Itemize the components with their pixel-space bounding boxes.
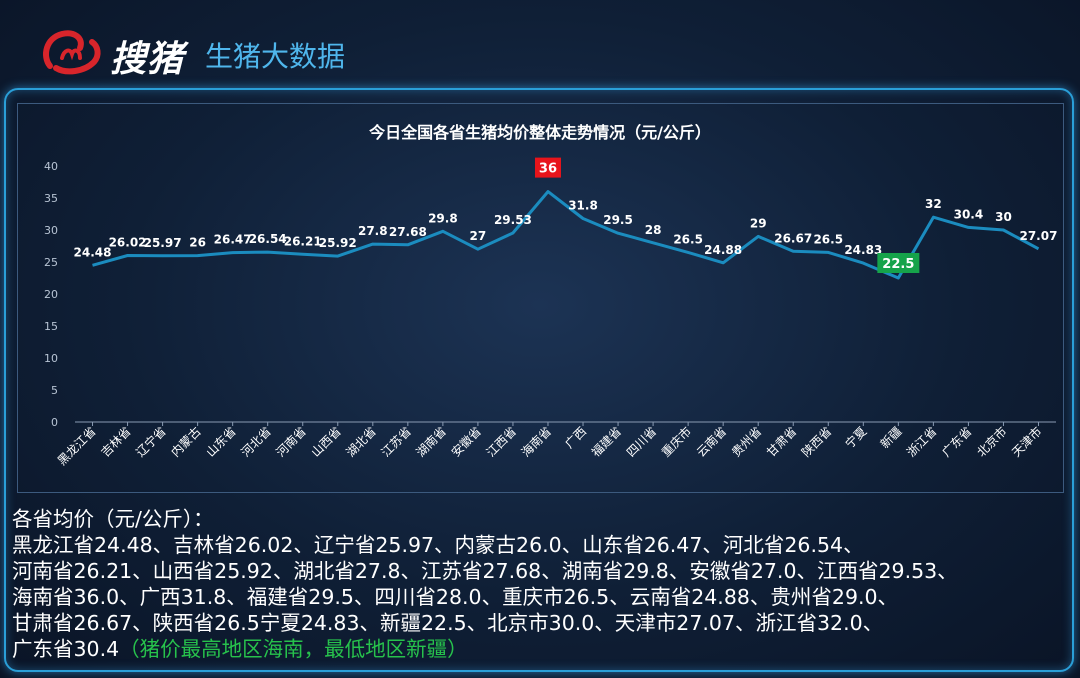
data-label: 30.4 (954, 207, 984, 221)
x-tick-label: 辽宁省 (133, 424, 169, 460)
chart-title: 今日全国各省生猪均价整体走势情况（元/公斤） (368, 123, 711, 142)
data-label: 24.48 (74, 245, 112, 259)
data-label: 29.53 (494, 213, 532, 227)
x-tick-label: 江苏省 (379, 424, 414, 459)
data-label: 28 (645, 223, 662, 237)
data-label: 29.8 (428, 211, 458, 225)
summary-heading: 各省均价（元/公斤）： (12, 507, 214, 531)
y-tick-label: 0 (51, 416, 58, 429)
x-tick-label: 甘肃省 (764, 424, 799, 459)
y-tick-label: 15 (44, 320, 58, 333)
y-tick-label: 40 (44, 160, 58, 173)
y-axis: 0 5 10 15 20 25 30 35 40 (44, 160, 58, 429)
content-frame (4, 88, 1074, 672)
summary-line: 河南省26.21、山西省25.92、湖北省27.8、江苏省27.68、湖南省29… (12, 559, 958, 583)
data-label: 25.92 (319, 236, 357, 250)
x-axis: 黑龙江省 吉林省 辽宁省 内蒙古 山东省 河北省 河南省 山西省 湖北省 江苏省 湖南省 安徽省 江西省… (55, 422, 1045, 468)
y-tick-label: 25 (44, 256, 58, 269)
data-label: 26.54 (249, 232, 287, 246)
data-label: 26.67 (774, 231, 812, 245)
x-tick-label: 河南省 (273, 424, 309, 460)
data-label: 26.02 (109, 235, 147, 249)
data-label: 26.47 (214, 233, 252, 247)
x-tick-label: 安徽省 (448, 424, 484, 460)
data-label: 24.88 (704, 243, 742, 257)
x-tick-label: 浙江省 (904, 424, 939, 459)
chart-container: 今日全国各省生猪均价整体走势情况（元/公斤） 0 5 10 15 20 25 30 35 40 … (17, 103, 1064, 493)
data-label: 22.5 (882, 257, 914, 272)
data-label: 26.5 (813, 232, 843, 246)
data-label: 27.68 (389, 225, 427, 239)
x-tick-label: 山东省 (203, 424, 238, 459)
line-chart: 今日全国各省生猪均价整体走势情况（元/公斤） 0510152025303540 … (44, 123, 1057, 468)
x-tick-label: 福建省 (588, 424, 624, 460)
x-tick-label: 湖南省 (413, 424, 449, 460)
max-label-badge (534, 157, 561, 178)
x-tick-label: 重庆市 (658, 424, 694, 460)
data-label: 26.5 (673, 232, 703, 246)
summary-last-line: 广东省30.4（猪价最高地区海南，最低地区新疆） (12, 636, 1072, 662)
x-tick-label: 贵州省 (729, 424, 764, 459)
summary-last-value: 广东省30.4 (12, 637, 120, 661)
x-tick-label: 广西 (562, 424, 589, 451)
data-label: 27.8 (358, 224, 388, 238)
data-label: 27.07 (1019, 229, 1057, 243)
data-label: 31.8 (568, 198, 598, 212)
y-tick-label: 10 (44, 352, 58, 365)
summary-line: 海南省36.0、广西31.8、福建省29.5、四川省28.0、重庆市26.5、云… (12, 585, 899, 609)
data-label: 30 (995, 210, 1012, 224)
logo-icon (43, 30, 101, 75)
summary-text: 各省均价（元/公斤）： 黑龙江省24.48、吉林省26.02、辽宁省25.97、… (12, 506, 1072, 662)
y-tick-label: 35 (44, 192, 58, 205)
x-tick-label: 四川省 (624, 424, 659, 459)
brand-name: 搜猪 (110, 38, 185, 80)
summary-note: （猪价最高地区海南，最低地区新疆） (119, 637, 468, 661)
x-tick-label: 湖北省 (343, 424, 379, 460)
x-tick-label: 北京市 (973, 424, 1009, 460)
x-tick-label: 黑龙江省 (55, 424, 99, 468)
data-label: 25.97 (144, 236, 182, 250)
x-tick-label: 河北省 (238, 424, 273, 459)
x-tick-label: 新疆 (877, 424, 905, 452)
data-label: 26.21 (284, 234, 322, 248)
data-label: 29 (750, 216, 767, 230)
header: 搜猪 生猪大数据 (0, 0, 1080, 86)
x-tick-label: 山西省 (309, 424, 344, 459)
y-tick-label: 30 (44, 224, 58, 237)
data-label: 29.5 (603, 213, 633, 227)
x-tick-label: 宁夏 (842, 424, 870, 452)
x-tick-label: 天津市 (1009, 424, 1045, 460)
data-label: 27 (470, 229, 487, 243)
x-tick-label: 吉林省 (98, 424, 133, 459)
x-tick-label: 海南省 (518, 424, 554, 460)
x-tick-label: 陕西省 (798, 424, 834, 460)
page-subtitle: 生猪大数据 (205, 40, 346, 73)
data-label: 24.83 (844, 243, 882, 257)
data-label: 36 (539, 162, 557, 177)
data-label: 32 (925, 197, 942, 211)
x-tick-label: 广东省 (939, 424, 974, 459)
x-tick-label: 云南省 (693, 424, 729, 460)
summary-line: 甘肃省26.67、陕西省26.5宁夏24.83、新疆22.5、北京市30.0、天… (12, 611, 884, 635)
y-tick-label: 5 (51, 384, 58, 397)
y-tick-label: 20 (44, 288, 58, 301)
x-tick-label: 江西省 (484, 424, 519, 459)
summary-line: 黑龙江省24.48、吉林省26.02、辽宁省25.97、内蒙古26.0、山东省2… (12, 533, 864, 557)
data-label: 26 (189, 236, 206, 250)
min-label-badge (877, 253, 920, 273)
x-tick-label: 内蒙古 (168, 424, 204, 460)
